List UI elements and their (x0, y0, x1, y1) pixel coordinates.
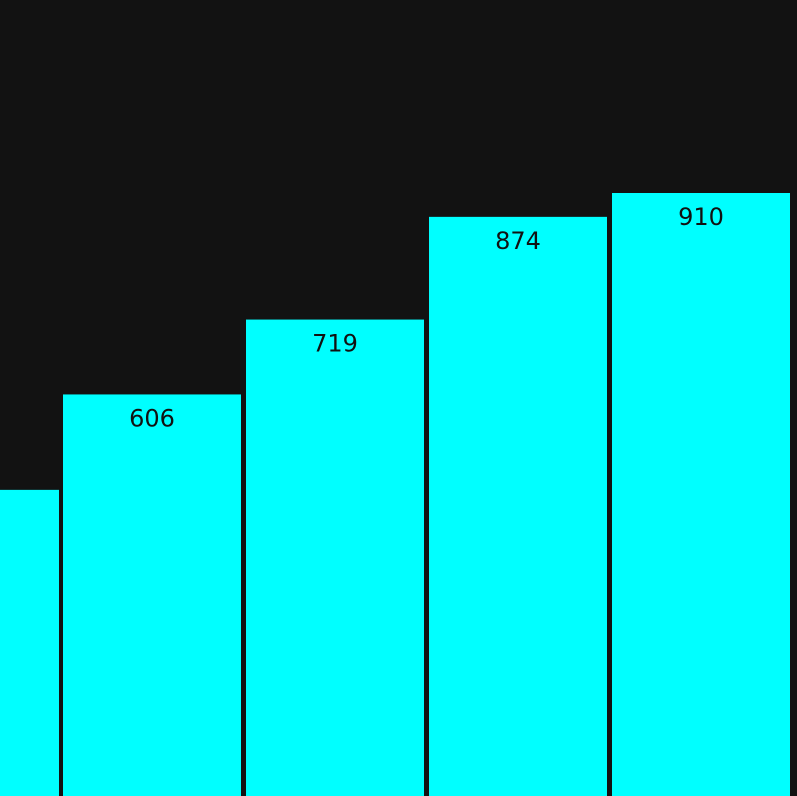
bar-value-label-3: 719 (312, 330, 358, 358)
bar-3 (246, 319, 424, 796)
bar-value-label-5: 910 (678, 203, 724, 231)
bar-value-label-4: 874 (495, 227, 541, 255)
bar-value-label-2: 606 (129, 404, 175, 432)
bar-4 (429, 216, 607, 796)
bar-2 (63, 394, 241, 796)
bar-5 (612, 193, 790, 796)
bar-1 (0, 489, 59, 796)
